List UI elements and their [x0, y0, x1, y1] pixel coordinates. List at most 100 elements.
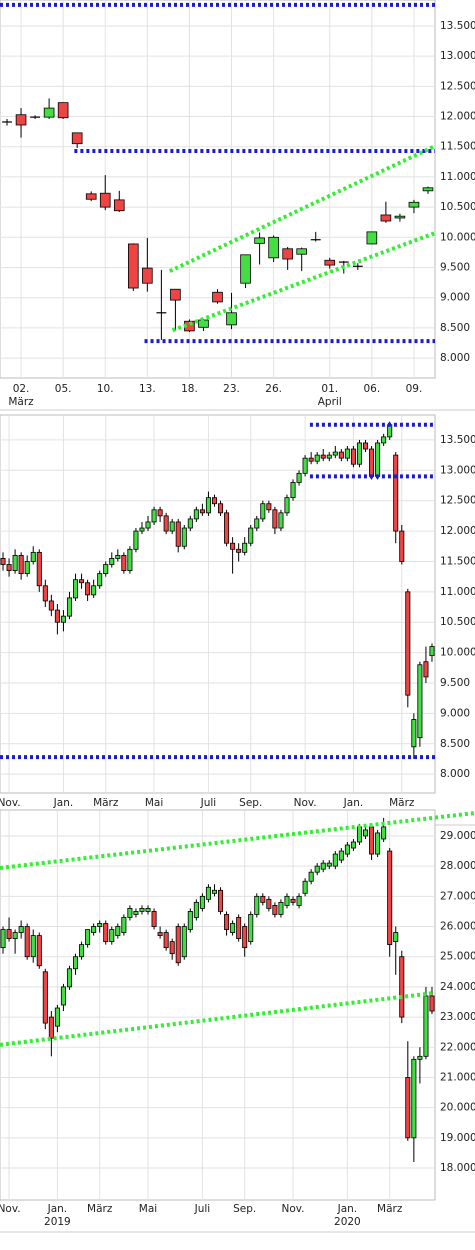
- candle-body: [338, 850, 344, 861]
- x-tick-label: Nov.: [0, 1203, 21, 1215]
- trend-line: [171, 231, 436, 333]
- candle-body: [73, 579, 79, 599]
- candle-body: [326, 862, 332, 867]
- candle-body: [54, 1007, 60, 1027]
- candle-body: [338, 451, 344, 459]
- candle-body: [314, 454, 320, 462]
- y-tick-label: 13.000: [440, 50, 475, 62]
- x-tick-label: 01.: [321, 383, 338, 395]
- candle-body: [399, 956, 405, 1018]
- candle-body: [302, 457, 308, 474]
- candle-body: [272, 509, 278, 529]
- candle-body: [394, 215, 406, 219]
- y-tick-label: 10.500: [440, 201, 475, 213]
- candle-body: [236, 548, 242, 553]
- candle-body: [366, 231, 378, 245]
- candle-body: [181, 926, 187, 958]
- x-tick-label: 13.: [139, 383, 156, 395]
- candle-body: [230, 542, 236, 550]
- candle-body: [393, 454, 399, 532]
- candle-body: [133, 911, 139, 915]
- candle-body: [326, 454, 332, 459]
- y-tick-label: 8.500: [440, 322, 470, 334]
- candle-body: [212, 291, 223, 303]
- x-tick-label: Jan.: [343, 797, 364, 809]
- y-tick-label: 11.500: [440, 141, 475, 153]
- trend-line: [0, 811, 475, 870]
- x-tick-label: 26.: [265, 383, 282, 395]
- candle-body: [381, 826, 387, 840]
- candle-body: [268, 236, 279, 259]
- x-tick-label: Juli: [200, 797, 217, 809]
- candle-body: [198, 319, 209, 328]
- x-tick-label: Mai: [145, 797, 163, 809]
- candle-body: [284, 895, 290, 906]
- candle-body: [43, 107, 55, 118]
- y-tick-label: 18.000: [440, 1162, 475, 1174]
- x-tick-label: Sep.: [233, 1203, 256, 1215]
- candle-body: [91, 926, 97, 933]
- candle-body: [278, 512, 284, 529]
- candle-body: [296, 472, 302, 483]
- candle-body: [218, 889, 224, 912]
- candle-body: [254, 895, 260, 915]
- y-tick-label: 23.000: [440, 1011, 475, 1023]
- candle-body: [408, 201, 420, 208]
- candle-body: [71, 132, 83, 145]
- x-tick-label: Nov.: [0, 797, 21, 809]
- candle-body: [363, 829, 369, 837]
- plot-area: [0, 809, 436, 1201]
- candle-body: [375, 442, 381, 477]
- candle-body: [211, 497, 217, 505]
- x-tick-sublabel: 2019: [44, 1216, 71, 1228]
- candle-body: [375, 832, 381, 855]
- candle-body: [18, 926, 24, 933]
- candle-body: [181, 527, 187, 547]
- candle-body: [85, 582, 91, 596]
- candle-body: [266, 503, 272, 511]
- y-tick-label: 20.000: [440, 1102, 475, 1114]
- candle-body: [6, 929, 12, 939]
- candle-body: [139, 527, 145, 532]
- candle-body: [30, 551, 36, 562]
- candle-body: [42, 971, 48, 1024]
- candle-body: [0, 929, 6, 949]
- candle-body: [127, 908, 133, 918]
- y-tick-label: 12.000: [440, 111, 475, 123]
- candle-body: [113, 199, 125, 212]
- candle-body: [99, 192, 111, 208]
- candle-body: [296, 248, 308, 255]
- candle-body: [282, 248, 293, 260]
- candle-body: [411, 719, 417, 748]
- candle-body: [302, 880, 308, 894]
- trend-line: [0, 990, 436, 1047]
- y-tick-label: 10.000: [440, 647, 475, 659]
- candle-body: [324, 259, 336, 266]
- candle-body: [399, 530, 405, 562]
- candle-body: [169, 521, 175, 532]
- candle-body: [12, 932, 18, 939]
- candle-body: [363, 442, 369, 450]
- candle-body: [24, 926, 30, 958]
- candle-body: [57, 102, 69, 119]
- candle-body: [205, 886, 211, 900]
- candle-body: [121, 554, 127, 571]
- candle-body: [133, 530, 139, 550]
- candle-body: [18, 554, 24, 575]
- candle-body: [254, 518, 260, 529]
- candle-body: [211, 889, 217, 894]
- candle-body: [332, 451, 338, 456]
- candle-body: [145, 521, 151, 529]
- candle-body: [36, 935, 42, 967]
- plot-area: [0, 414, 436, 794]
- candle-body: [411, 1058, 417, 1139]
- candle-body: [266, 898, 272, 909]
- candle-body: [248, 527, 254, 544]
- candle-body: [405, 591, 411, 696]
- y-tick-label: 24.000: [440, 981, 475, 993]
- candle-body: [422, 187, 434, 192]
- y-tick-label: 13.500: [440, 434, 475, 446]
- candle-body: [423, 995, 429, 1057]
- candle-body: [344, 844, 350, 855]
- candle-body: [121, 917, 127, 933]
